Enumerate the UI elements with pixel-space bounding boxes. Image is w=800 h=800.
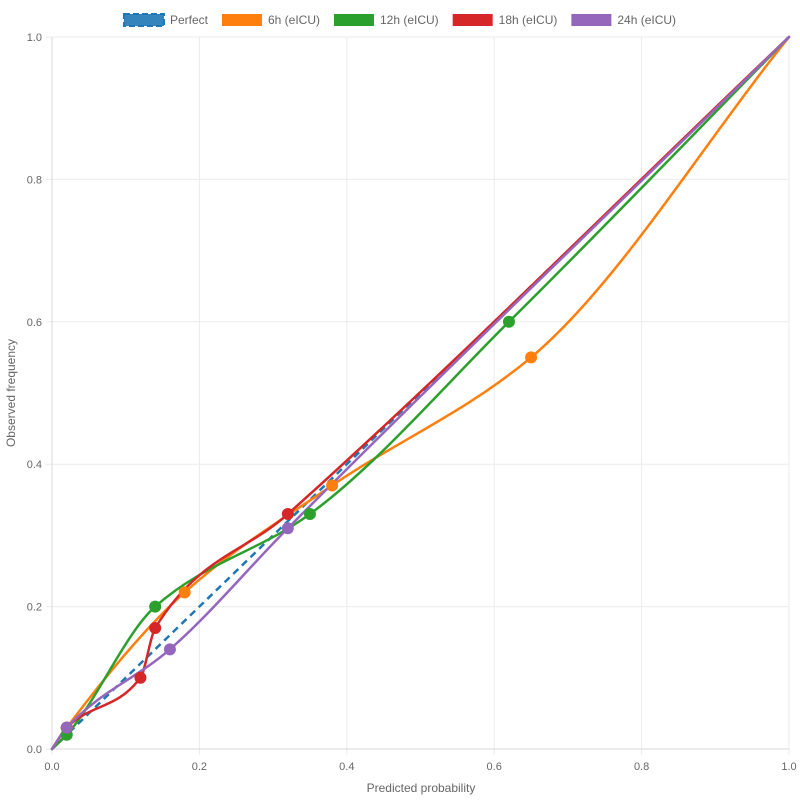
grid [46, 36, 790, 755]
series-markers [60, 315, 538, 741]
legend-item-6h-eicu[interactable]: 6h (eICU) [221, 13, 320, 27]
x-tick-label: 0.4 [339, 761, 354, 773]
x-tick-label: 0.0 [44, 761, 59, 773]
data-point-24h-eicu[interactable] [163, 643, 176, 656]
data-point-12h-eicu[interactable] [502, 315, 515, 328]
legend-item-18h-eicu[interactable]: 18h (eICU) [452, 13, 558, 27]
data-point-18h-eicu[interactable] [281, 508, 294, 521]
legend-swatch [122, 13, 165, 27]
data-point-6h-eicu[interactable] [326, 479, 339, 492]
legend-swatch [452, 14, 493, 26]
legend-item-24h-eicu[interactable]: 24h (eICU) [571, 13, 676, 27]
data-point-24h-eicu[interactable] [281, 522, 294, 535]
legend-label: 12h (eICU) [380, 13, 439, 27]
data-point-12h-eicu[interactable] [149, 600, 162, 613]
x-tick-label: 0.2 [192, 761, 207, 773]
x-tick-label: 0.8 [634, 761, 649, 773]
y-tick-label: 0.0 [27, 744, 42, 756]
series-line-24h-eicu [50, 35, 791, 751]
data-point-6h-eicu[interactable] [178, 586, 191, 599]
legend-swatch [333, 14, 374, 26]
data-point-18h-eicu[interactable] [149, 621, 162, 634]
legend-label: Perfect [170, 13, 209, 27]
legend-item-12h-eicu[interactable]: 12h (eICU) [333, 13, 439, 27]
y-tick-label: 0.4 [27, 459, 42, 471]
data-point-18h-eicu[interactable] [134, 671, 147, 684]
legend-swatch [571, 14, 612, 26]
series-lines [50, 35, 791, 751]
legend[interactable]: Perfect 6h (eICU) 12h (eICU) 18h (eICU) 24h … [122, 13, 676, 27]
y-tick-label: 1.0 [27, 32, 42, 44]
legend-item-perfect[interactable]: Perfect [122, 13, 209, 27]
legend-label: 24h (eICU) [617, 13, 676, 27]
legend-swatch [221, 14, 262, 26]
y-tick-label: 0.8 [27, 174, 42, 186]
x-tick-label: 1.0 [781, 761, 796, 773]
axes: 0.0 0.2 0.4 0.6 0.8 1.0 0.0 0.2 0.4 0.6 0.8 1.0 [27, 32, 797, 773]
y-tick-label: 0.6 [27, 317, 42, 329]
data-point-6h-eicu[interactable] [525, 351, 538, 364]
y-tick-label: 0.2 [27, 602, 42, 614]
x-axis-title: Predicted probability [367, 781, 476, 795]
data-point-12h-eicu[interactable] [303, 508, 316, 521]
legend-label: 6h (eICU) [268, 13, 320, 27]
x-tick-label: 0.6 [487, 761, 502, 773]
legend-label: 18h (eICU) [499, 13, 558, 27]
y-axis-title: Observed frequency [4, 339, 18, 447]
data-point-24h-eicu[interactable] [60, 721, 73, 734]
